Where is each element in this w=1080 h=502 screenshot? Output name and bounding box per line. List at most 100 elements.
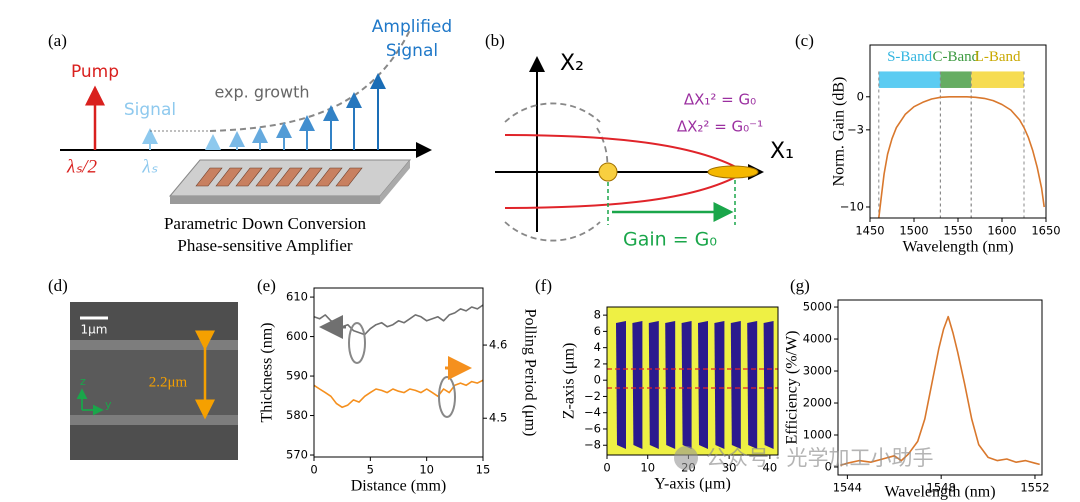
band [940, 71, 972, 88]
watermark: 公众号 · 光学加工小助手 [706, 446, 934, 470]
marker-ellipse [348, 322, 366, 364]
amplified-arrows [205, 73, 386, 150]
y-tick-label: 0 [825, 460, 832, 474]
x-axis-label: Wavelength (nm) [902, 239, 1013, 256]
signal-wavelength: λₛ [141, 156, 158, 177]
edge [70, 340, 238, 350]
panel-label: (a) [48, 31, 67, 50]
band-label: L-Band [975, 49, 1021, 65]
domain-stripe [698, 321, 708, 449]
x-tick-label: 1548 [927, 481, 956, 495]
domain-stripe [681, 321, 692, 449]
x-axis-label: Wavelength (nm) [884, 484, 995, 501]
y-tick-label: 1000 [803, 428, 832, 442]
panel-label: (f) [535, 276, 552, 295]
gain-text: Gain = G₀ [623, 229, 717, 251]
band-label: C-Band [932, 49, 979, 65]
x-tick-label: 1552 [1020, 481, 1049, 495]
x-tick-label: 1550 [943, 224, 972, 238]
panel-label: (c) [795, 31, 814, 50]
y-tick-label: −6 [584, 421, 601, 435]
poling [195, 167, 363, 187]
y-tick-label: −4 [584, 405, 601, 419]
y-tick-label: 0 [594, 373, 601, 387]
y-axis-label: Norm. Gain (dB) [831, 77, 848, 187]
y-tick-label: 570 [286, 448, 308, 462]
width-text: 2.2μm [149, 374, 188, 390]
pump-wavelength: λₛ/2 [66, 156, 98, 177]
growth-text: exp. growth [214, 83, 309, 102]
domain-stripe [730, 321, 741, 449]
chip-side [170, 196, 380, 204]
y2-tick-label: 4.5 [489, 411, 507, 425]
coherent-state [598, 162, 618, 182]
y-tick-label: 6 [594, 324, 601, 338]
caption: Phase-sensitive Amplifier [177, 236, 353, 255]
dx1-text: ΔX₁² = G₀ [684, 91, 756, 109]
dx2-text: ΔX₂² = G₀⁻¹ [677, 118, 763, 136]
y-tick-label: 610 [286, 290, 308, 304]
y-tick-label: −2 [584, 389, 601, 403]
watermark-icon [674, 446, 698, 470]
y-tick-label: 580 [286, 408, 308, 422]
series-line [313, 304, 484, 336]
y-tick-label: 0 [857, 89, 864, 103]
panel-label: (d) [48, 276, 68, 295]
series-line [878, 96, 1045, 219]
y-axis-label: Thickness (nm) [259, 323, 276, 423]
signal-text: Signal [124, 100, 176, 120]
x-tick-label: 1544 [833, 481, 862, 495]
plot-frame [313, 287, 484, 458]
band-label: S-Band [887, 49, 933, 65]
y-tick-label: 2000 [803, 396, 832, 410]
x-tick-label: 10 [640, 461, 655, 475]
series-line [313, 379, 484, 409]
panel-b: (b) X₂ X₁ Gain = G₀ ΔX₁² = G₀ ΔX₂² = G₀⁻… [485, 31, 794, 251]
y-tick-label: −3 [847, 122, 864, 136]
x-tick-label: 10 [419, 463, 434, 477]
domain-stripe [763, 321, 774, 449]
edge [70, 415, 238, 425]
y-tick-label: 5000 [803, 300, 832, 314]
y-axis-label: Z-axis (μm) [561, 343, 578, 420]
band [878, 71, 941, 88]
y2-tick-label: 4.6 [489, 338, 507, 352]
y-tick-label: 600 [286, 329, 308, 343]
y-tick-label: −8 [584, 438, 601, 452]
x-tick-label: 1500 [899, 224, 928, 238]
y-tick-label: −10 [840, 199, 864, 213]
y-text: y [105, 398, 112, 411]
y-tick-label: 590 [286, 369, 308, 383]
panel-label: (g) [790, 276, 810, 295]
x-tick-label: 0 [310, 463, 317, 477]
y-tick-label: 8 [594, 308, 601, 322]
x-axis-label: Y-axis (μm) [654, 476, 731, 493]
domain-stripe [648, 321, 659, 449]
scale-text: 1μm [81, 323, 108, 337]
plot-frame [837, 299, 1043, 476]
panel-d: (d) 1μm 2.2μm z y [48, 276, 238, 460]
domain-stripe [616, 321, 626, 449]
x1-label: X₁ [770, 139, 794, 164]
panel-a: (a) Pump Signal exp. growth Amplified Si… [48, 17, 452, 255]
y-tick-label: 2 [594, 356, 601, 370]
x-tick-label: 1450 [855, 224, 884, 238]
y-axis-label: Efficiency (%/W) [784, 331, 801, 445]
y-tick-label: 4 [594, 340, 601, 354]
domain-stripe [714, 321, 725, 449]
panel-label: (e) [257, 276, 276, 295]
squeezed-state [707, 165, 759, 179]
x-axis-label: Distance (mm) [351, 478, 447, 495]
domain-stripe [665, 321, 676, 449]
band [971, 71, 1024, 88]
domain-stripe [632, 321, 643, 449]
x-tick-label: 15 [476, 463, 491, 477]
amplified-text: Amplified [372, 17, 452, 37]
x-tick-label: 1600 [987, 224, 1016, 238]
x2-label: X₂ [560, 51, 584, 76]
chip-side [380, 160, 410, 204]
y2-axis-label: Polling Period (μm) [521, 309, 538, 437]
series-line [840, 315, 1040, 467]
caption: Parametric Down Conversion [164, 214, 367, 233]
